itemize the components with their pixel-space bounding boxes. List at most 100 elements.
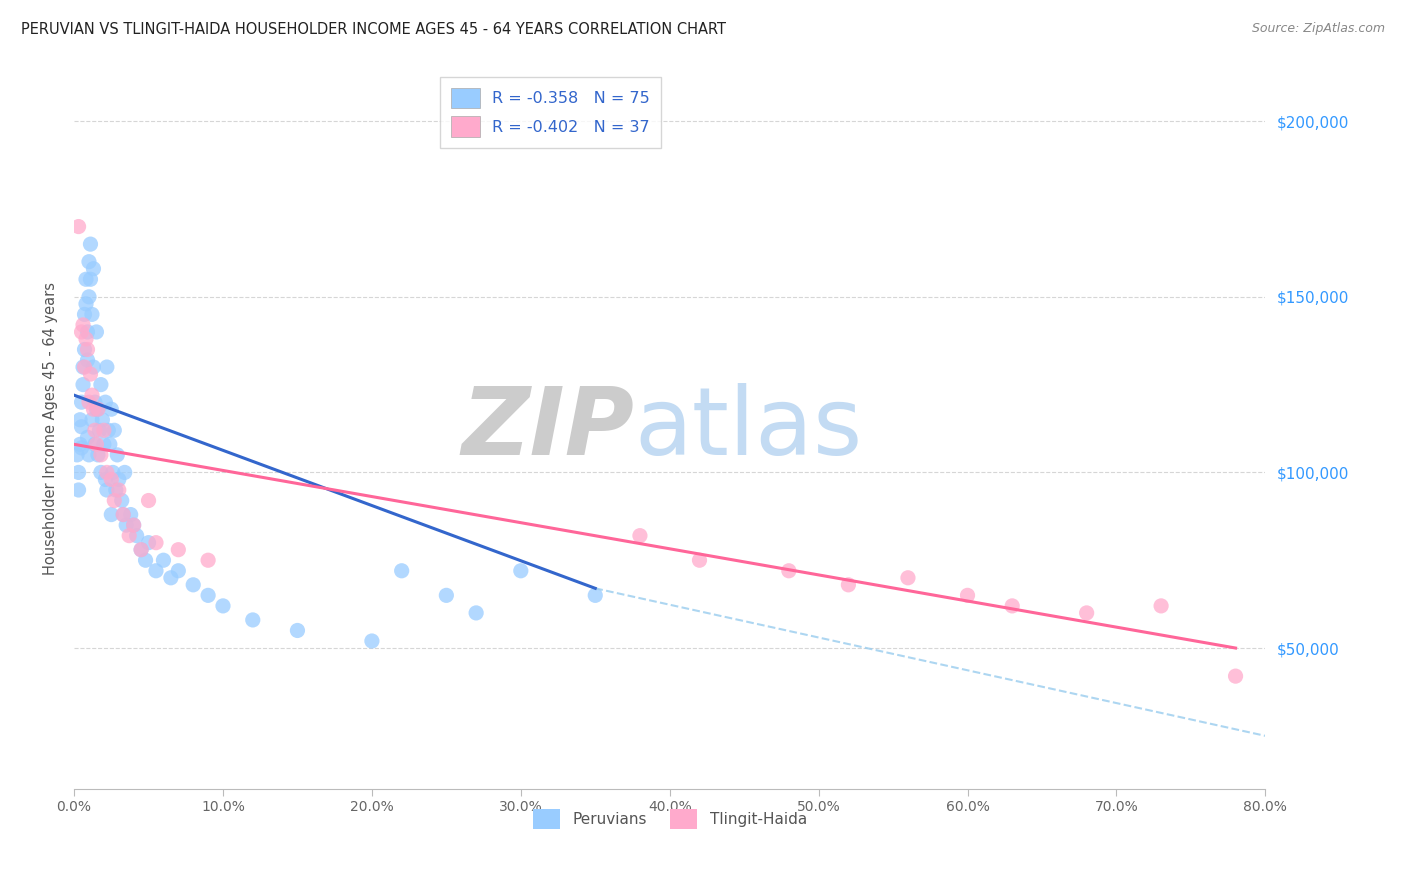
Point: [135, 553, 157, 567]
Point: [107, 473, 129, 487]
Point: [689, 553, 711, 567]
Point: [1225, 669, 1247, 683]
Point: [120, 508, 142, 522]
Point: [77, 448, 100, 462]
Point: [118, 528, 141, 542]
Point: [90, 448, 112, 462]
Point: [72, 377, 94, 392]
Point: [96, 483, 118, 497]
Point: [97, 423, 120, 437]
Point: [69, 413, 91, 427]
Point: [79, 237, 101, 252]
Point: [70, 325, 93, 339]
Point: [129, 542, 152, 557]
Text: atlas: atlas: [634, 383, 862, 475]
Point: [82, 402, 104, 417]
Point: [434, 588, 457, 602]
Point: [77, 254, 100, 268]
Point: [77, 290, 100, 304]
Point: [287, 624, 309, 638]
Point: [70, 395, 93, 409]
Point: [242, 613, 264, 627]
Text: ZIP: ZIP: [461, 383, 634, 475]
Point: [93, 423, 115, 437]
Point: [79, 367, 101, 381]
Point: [82, 261, 104, 276]
Point: [67, 219, 90, 234]
Point: [103, 423, 125, 437]
Point: [583, 588, 606, 602]
Point: [100, 508, 122, 522]
Point: [112, 508, 135, 522]
Point: [167, 542, 190, 557]
Point: [87, 402, 110, 417]
Point: [197, 553, 219, 567]
Point: [76, 353, 98, 368]
Point: [111, 493, 134, 508]
Point: [122, 518, 145, 533]
Point: [84, 395, 107, 409]
Point: [138, 535, 160, 549]
Point: [181, 578, 204, 592]
Point: [66, 448, 89, 462]
Point: [76, 325, 98, 339]
Y-axis label: Householder Income Ages 45 - 64 years: Householder Income Ages 45 - 64 years: [44, 282, 58, 575]
Point: [105, 448, 128, 462]
Point: [114, 466, 136, 480]
Point: [837, 578, 859, 592]
Point: [138, 493, 160, 508]
Point: [628, 528, 651, 542]
Point: [73, 307, 96, 321]
Point: [129, 542, 152, 557]
Point: [70, 441, 93, 455]
Point: [94, 473, 117, 487]
Point: [86, 437, 108, 451]
Point: [100, 402, 122, 417]
Point: [212, 599, 235, 613]
Point: [107, 483, 129, 497]
Point: [96, 360, 118, 375]
Point: [1076, 606, 1098, 620]
Point: [103, 493, 125, 508]
Point: [94, 395, 117, 409]
Point: [69, 437, 91, 451]
Point: [75, 272, 97, 286]
Point: [956, 588, 979, 602]
Point: [75, 297, 97, 311]
Point: [96, 466, 118, 480]
Point: [361, 634, 384, 648]
Point: [67, 466, 90, 480]
Point: [82, 360, 104, 375]
Point: [73, 343, 96, 357]
Point: [1150, 599, 1173, 613]
Point: [122, 518, 145, 533]
Legend: Peruvians, Tlingit-Haida: Peruvians, Tlingit-Haida: [526, 803, 813, 835]
Point: [80, 307, 103, 321]
Point: [76, 343, 98, 357]
Point: [91, 413, 114, 427]
Text: Source: ZipAtlas.com: Source: ZipAtlas.com: [1251, 22, 1385, 36]
Point: [145, 535, 167, 549]
Point: [1001, 599, 1024, 613]
Point: [87, 402, 110, 417]
Point: [79, 272, 101, 286]
Point: [465, 606, 488, 620]
Point: [391, 564, 413, 578]
Point: [87, 448, 110, 462]
Point: [73, 360, 96, 375]
Point: [90, 466, 112, 480]
Point: [160, 571, 183, 585]
Point: [104, 483, 127, 497]
Point: [509, 564, 531, 578]
Point: [778, 564, 800, 578]
Point: [112, 508, 135, 522]
Point: [101, 466, 124, 480]
Point: [90, 377, 112, 392]
Point: [100, 473, 122, 487]
Point: [80, 388, 103, 402]
Point: [152, 553, 174, 567]
Point: [75, 332, 97, 346]
Point: [167, 564, 190, 578]
Point: [86, 402, 108, 417]
Point: [145, 564, 167, 578]
